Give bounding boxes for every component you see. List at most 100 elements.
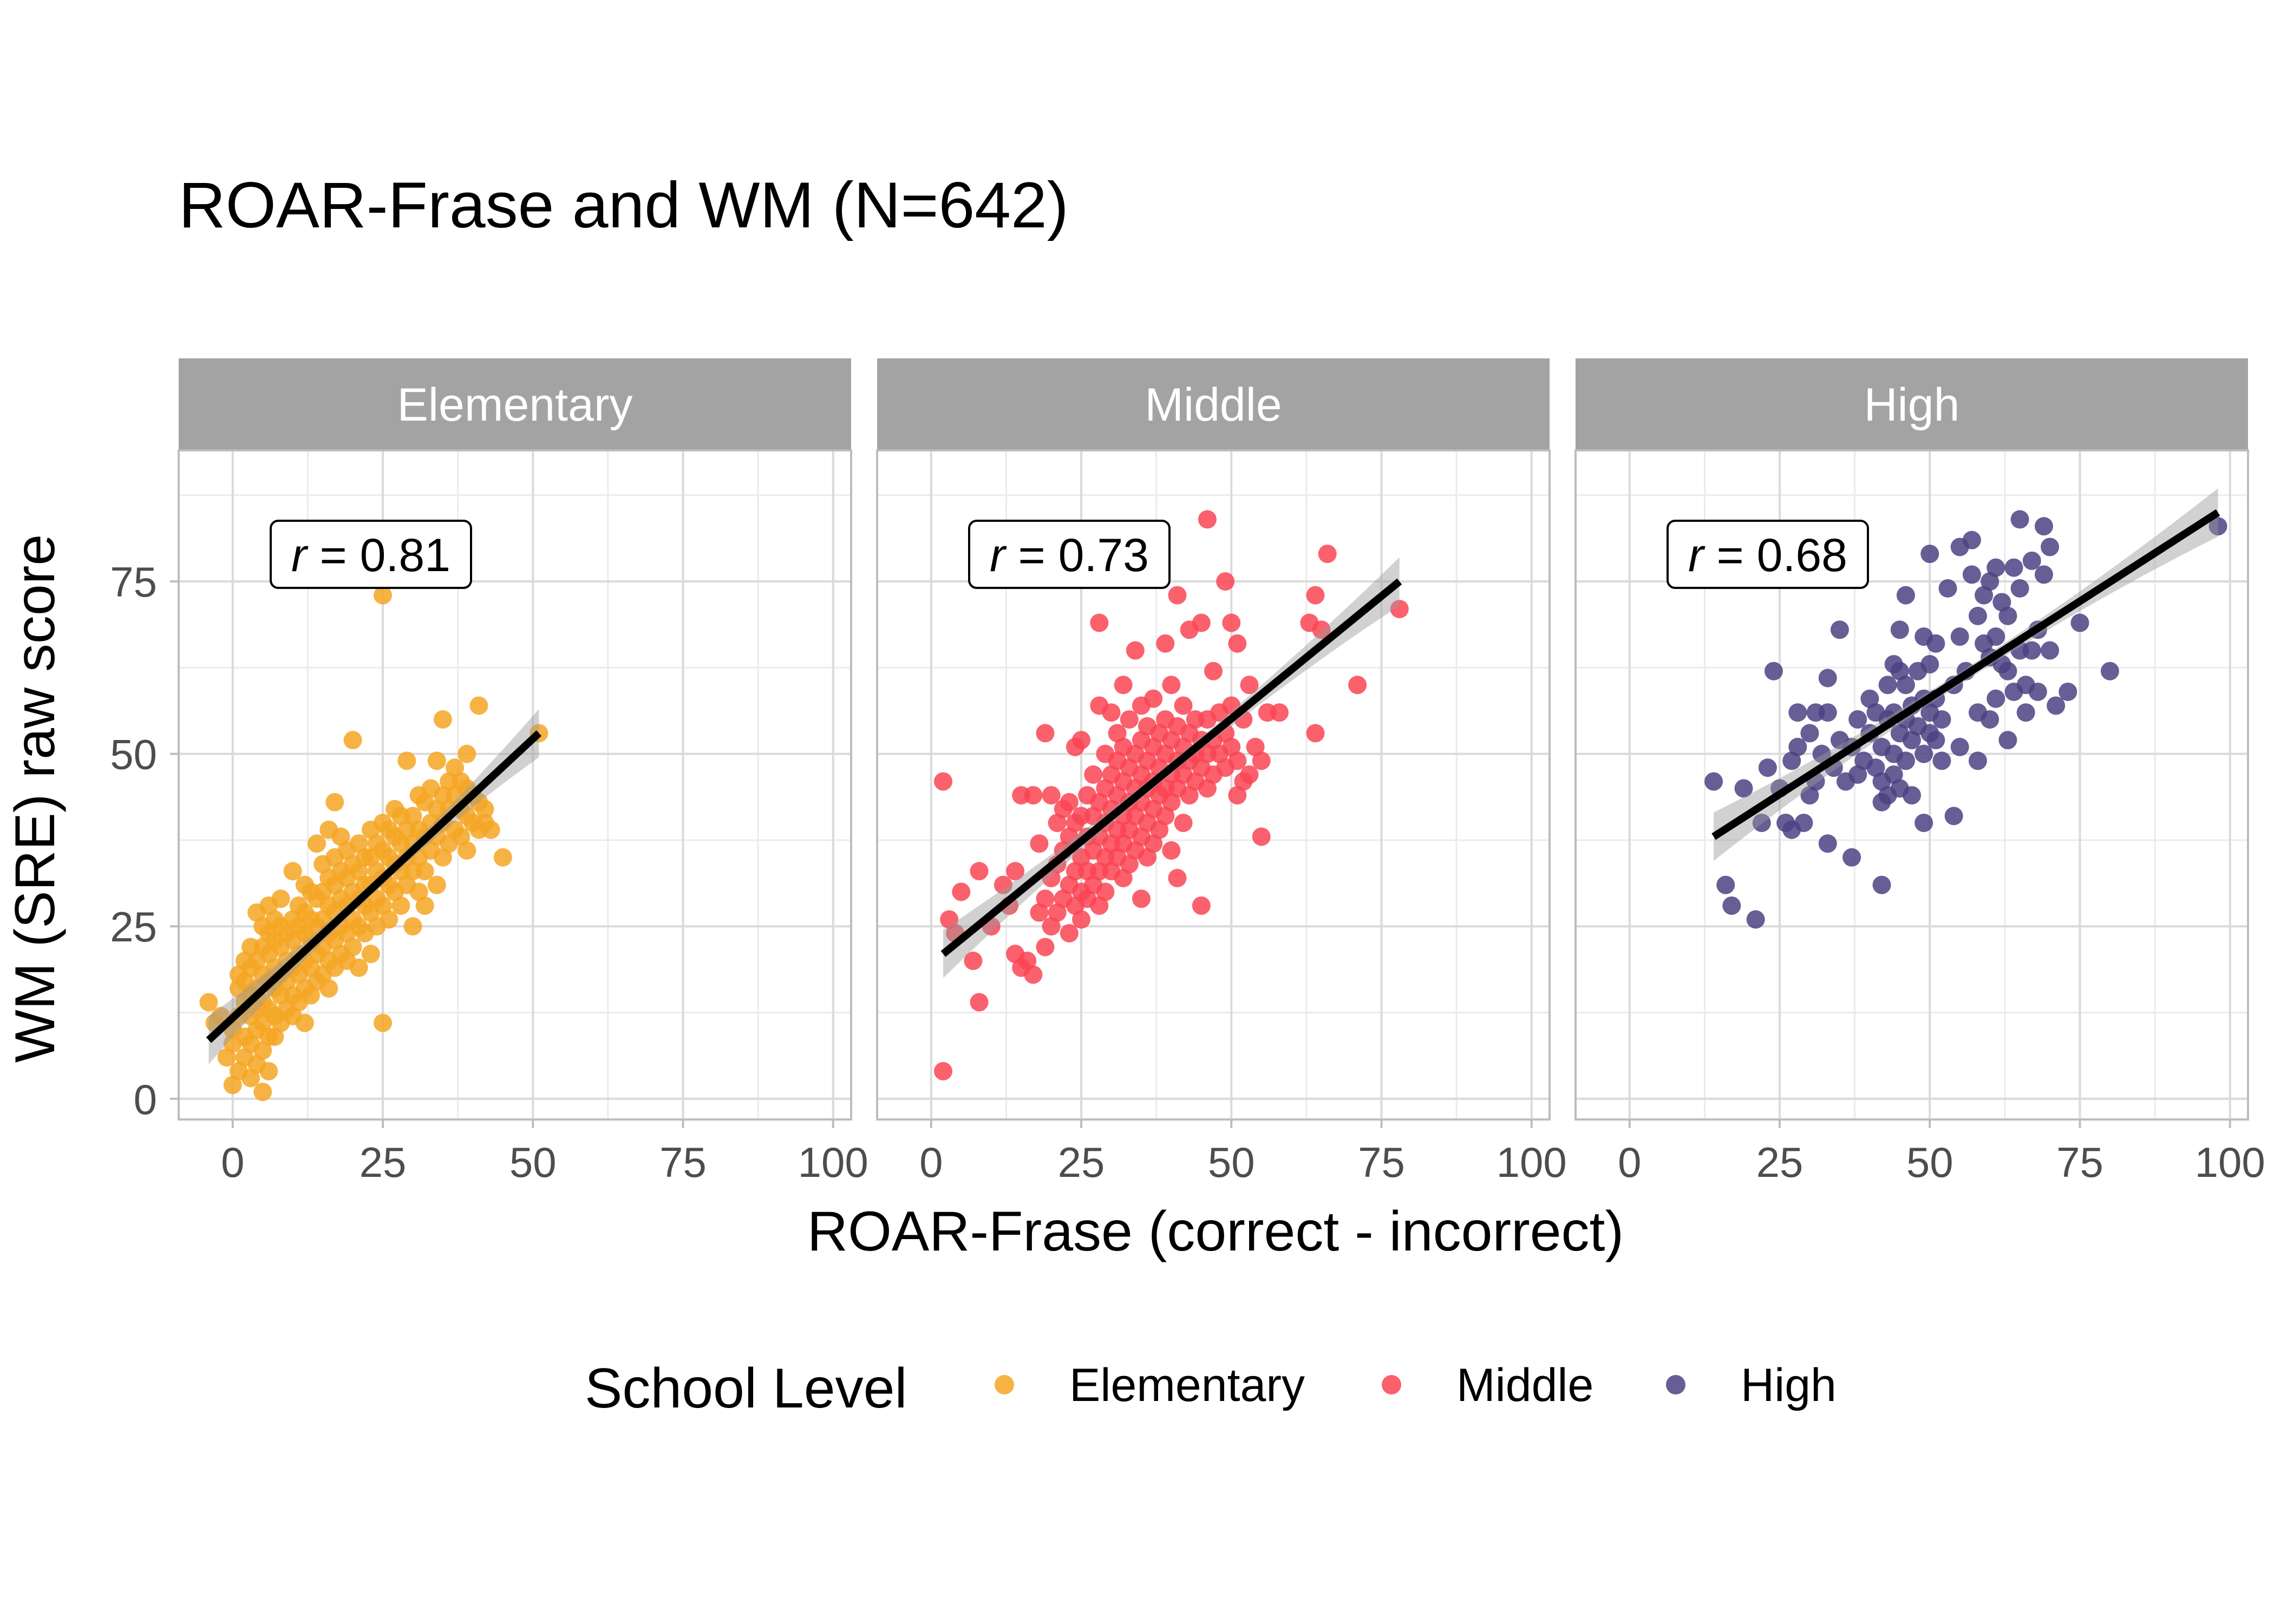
data-point xyxy=(994,875,1012,894)
data-point xyxy=(1848,765,1867,784)
data-point xyxy=(2010,510,2029,529)
data-point xyxy=(1782,751,1801,770)
data-point xyxy=(970,993,989,1012)
data-point xyxy=(349,958,368,977)
data-point xyxy=(1998,731,2017,750)
data-point xyxy=(271,889,290,908)
legend-label: Elementary xyxy=(1069,1359,1305,1411)
data-point xyxy=(433,848,452,867)
data-point xyxy=(349,834,368,853)
data-point xyxy=(1192,613,1211,632)
data-point xyxy=(1162,841,1181,860)
data-point xyxy=(1108,724,1127,743)
data-point xyxy=(380,910,398,929)
data-point xyxy=(475,800,494,818)
data-point xyxy=(301,986,320,1005)
data-point xyxy=(253,1083,272,1102)
data-point xyxy=(1144,834,1163,853)
data-point xyxy=(1072,731,1091,750)
data-point xyxy=(2028,682,2047,701)
data-point xyxy=(1914,814,1933,833)
correlation-label: r = 0.73 xyxy=(990,529,1149,581)
data-points xyxy=(933,510,1409,1081)
data-point xyxy=(397,751,416,770)
data-point xyxy=(1318,545,1337,564)
data-point xyxy=(2059,682,2077,701)
data-point xyxy=(2041,641,2060,660)
correlation-label-box xyxy=(968,520,1171,589)
data-point xyxy=(1042,917,1061,936)
data-point xyxy=(1084,765,1103,784)
data-point xyxy=(1938,579,1957,598)
data-point xyxy=(1138,848,1157,867)
data-point xyxy=(265,1027,284,1046)
data-point xyxy=(1998,606,2017,625)
data-point xyxy=(2022,641,2041,660)
fit-line xyxy=(1711,509,2220,840)
data-point xyxy=(1156,807,1175,826)
data-point xyxy=(1981,710,1999,729)
data-point xyxy=(1764,662,1783,680)
data-point xyxy=(1192,896,1211,915)
x-tick-label: 50 xyxy=(1208,1138,1255,1186)
data-point xyxy=(1896,676,1915,695)
facet-panel-high: High r = 0.68 0 25 50 75 100 xyxy=(1574,358,2265,1186)
data-point xyxy=(1903,731,1921,750)
data-point xyxy=(1120,710,1139,729)
data-point xyxy=(1222,613,1241,632)
data-point xyxy=(1884,765,1903,784)
data-point xyxy=(1866,758,1885,777)
data-point xyxy=(1252,827,1271,846)
data-point xyxy=(1306,586,1325,605)
data-point xyxy=(1975,586,1994,605)
legend-label: Middle xyxy=(1456,1359,1593,1411)
data-point xyxy=(391,896,410,915)
data-point xyxy=(2016,703,2035,722)
data-point xyxy=(1162,676,1181,695)
x-tick-label: 25 xyxy=(360,1138,407,1186)
data-point xyxy=(1036,724,1055,743)
chart-title: ROAR-Frase and WM (N=642) xyxy=(179,169,1069,241)
legend-label: High xyxy=(1741,1359,1837,1411)
data-point xyxy=(1270,703,1289,722)
data-point xyxy=(1030,903,1049,922)
data-point xyxy=(199,993,218,1012)
legend-item-middle: Middle xyxy=(1382,1359,1593,1411)
data-point xyxy=(1030,834,1049,853)
data-point xyxy=(2004,558,2023,577)
data-point xyxy=(2208,517,2227,536)
x-axis-title: ROAR-Frase (correct - incorrect) xyxy=(807,1200,1624,1263)
data-point xyxy=(1174,814,1193,833)
data-point xyxy=(361,945,380,964)
data-point xyxy=(427,751,446,770)
correlation-label-box xyxy=(270,520,472,589)
data-point xyxy=(433,710,452,729)
data-point xyxy=(2041,538,2060,556)
data-point xyxy=(1758,758,1777,777)
data-point xyxy=(1168,869,1187,888)
facet-strip xyxy=(179,358,851,450)
data-point xyxy=(415,896,434,915)
x-tick-label: 100 xyxy=(798,1138,868,1186)
data-point xyxy=(2070,613,2089,632)
data-point xyxy=(1968,606,1987,625)
x-tick-label: 0 xyxy=(221,1138,244,1186)
data-point xyxy=(1920,545,1939,564)
data-point xyxy=(1240,765,1259,784)
panel-border xyxy=(1574,449,2249,1121)
legend-items: Elementary Middle High xyxy=(995,1359,1837,1411)
data-point xyxy=(1174,696,1193,715)
data-point xyxy=(446,758,465,777)
data-point xyxy=(1060,793,1079,811)
data-point xyxy=(1072,910,1091,929)
correlation-label: r = 0.81 xyxy=(291,529,450,581)
data-point xyxy=(1150,820,1169,839)
data-point xyxy=(1950,737,1969,756)
data-point xyxy=(1096,882,1115,901)
data-point xyxy=(1036,889,1055,908)
data-point xyxy=(1228,634,1247,653)
data-point xyxy=(1126,641,1145,660)
data-point xyxy=(1216,572,1235,591)
data-point xyxy=(1752,814,1771,833)
